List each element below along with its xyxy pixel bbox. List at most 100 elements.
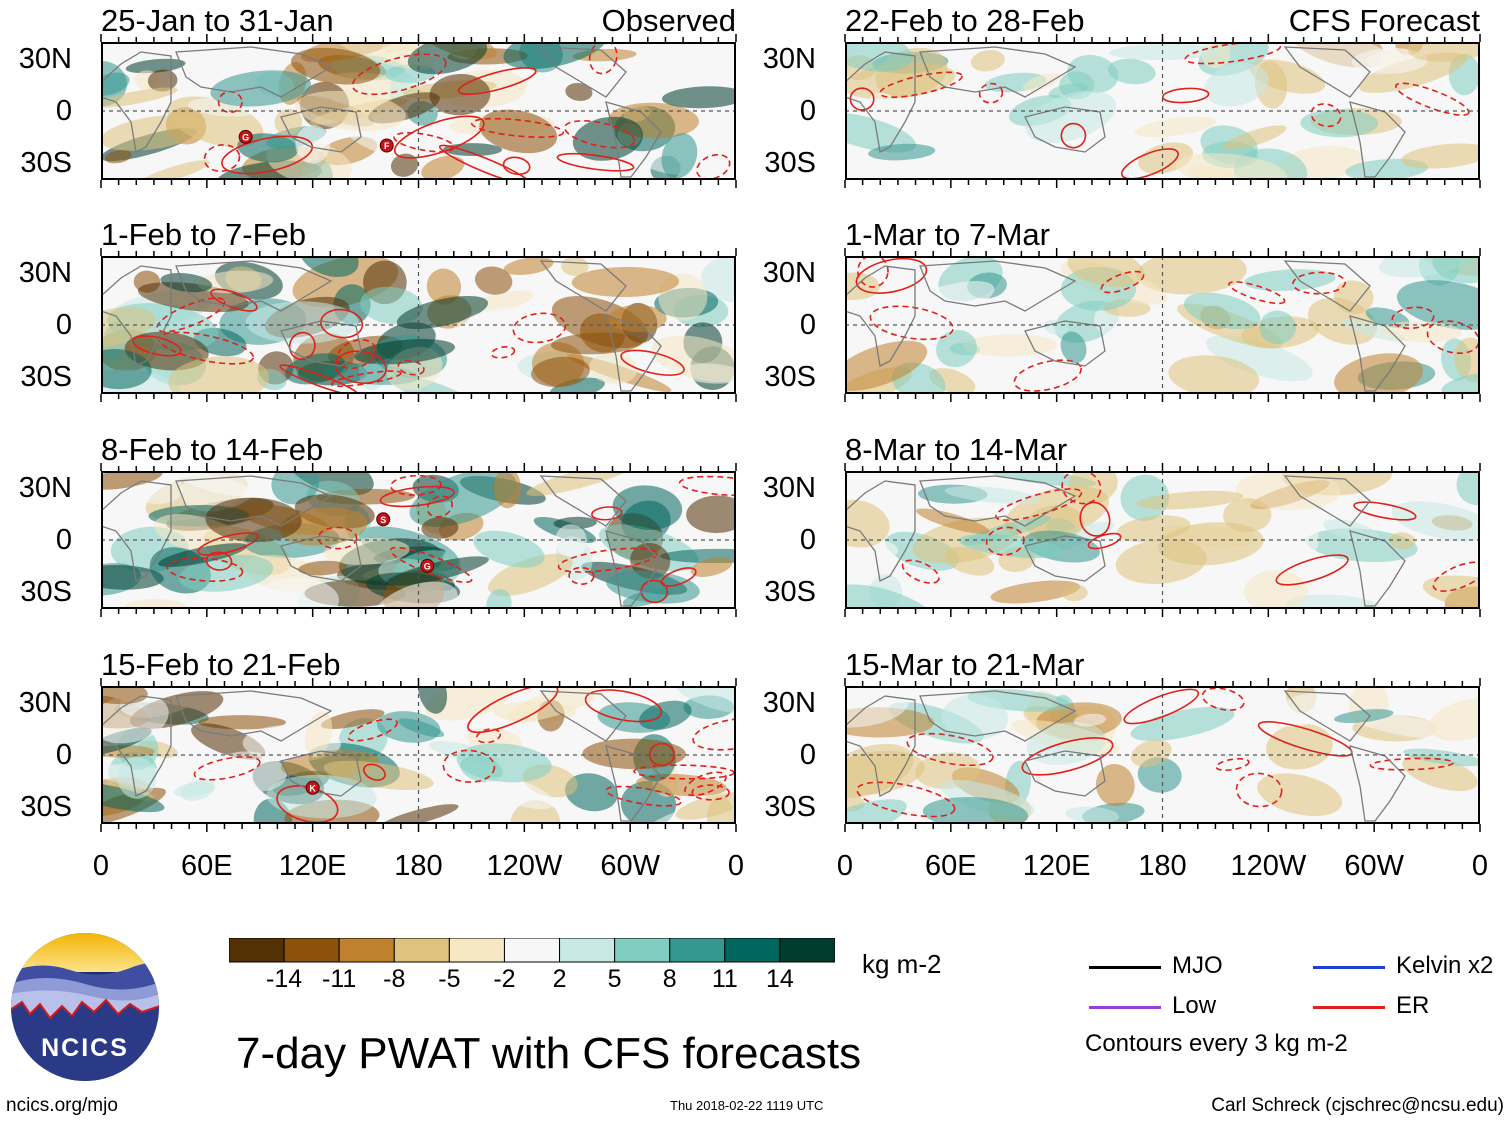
footer-timestamp: Thu 2018-02-22 1119 UTC — [670, 1098, 824, 1113]
observed-panel-2-coast-3 — [539, 260, 627, 312]
observed-panel-2-ytick-1: 0 — [55, 309, 72, 341]
observed-panel-4-coast-0 — [103, 695, 172, 797]
colorbar — [229, 938, 835, 963]
observed-xtick-4: 120W — [486, 850, 563, 882]
colorbar-swatch-4 — [448, 938, 505, 963]
forecast-panel-2-ytick-1: 0 — [799, 309, 816, 341]
observed-panel-4-ytick-2: 30S — [20, 790, 72, 823]
observed-panel-4-coast-3 — [539, 690, 627, 742]
observed-panel-3-coast-0 — [103, 480, 172, 582]
observed-xtick-6: 0 — [727, 850, 745, 882]
forecast-panel-2-coast-1 — [919, 260, 1077, 312]
forecast-panel-3-coast-0 — [847, 480, 916, 582]
observed-panel-4-field: K — [103, 688, 734, 822]
colorbar-swatch-10 — [779, 938, 835, 963]
legend-label-0: MJO — [1172, 952, 1223, 979]
mountain-logo-icon — [11, 933, 159, 1081]
observed-xtick-0: 0 — [92, 850, 110, 882]
observed-panel-4-ticks — [100, 678, 737, 832]
forecast-panel-4-coast-4 — [1349, 745, 1406, 822]
observed-panel-1-coast-0 — [103, 51, 172, 153]
colorbar-label-6: 5 — [607, 965, 622, 993]
forecast-panel-2-title: 1-Mar to 7-Mar — [845, 217, 1050, 252]
forecast-xtick-3: 180 — [1138, 850, 1187, 882]
footer-credit: Carl Schreck (cjschrec@ncsu.edu) — [1211, 1095, 1504, 1116]
forecast-panel-3-coast-1 — [919, 475, 1077, 527]
legend-label-1: Kelvin x2 — [1396, 952, 1494, 979]
observed-panel-4-title: 15-Feb to 21-Feb — [101, 647, 341, 682]
forecast-panel-2-field — [847, 258, 1478, 392]
observed-panel-3-storm-label-1: G — [424, 561, 431, 571]
forecast-xtick-1: 60E — [925, 850, 977, 882]
colorbar-label-4: -2 — [493, 965, 516, 993]
logo-text: NCICS — [41, 1034, 129, 1062]
legend-line-er — [1313, 1006, 1385, 1009]
forecast-panel-4-ticks — [844, 678, 1481, 832]
observed-panel-4-ytick-1: 0 — [55, 739, 72, 771]
forecast-panel-4-map — [845, 686, 1480, 824]
forecast-panel-4-ytick-0: 30N — [762, 687, 816, 720]
colorbar-swatch-9 — [724, 938, 781, 963]
observed-panel-3-storm-label-0: S — [380, 515, 386, 525]
forecast-panel-1-map — [845, 42, 1480, 180]
forecast-panel-1-ytick-0: 30N — [762, 43, 816, 76]
forecast-panel-2-coast-3 — [1283, 260, 1371, 312]
forecast-header: CFS Forecast — [1288, 3, 1480, 38]
observed-panel-2-coast-1 — [175, 260, 333, 312]
observed-panel-4-coast-1 — [175, 690, 333, 742]
forecast-panel-4-title: 15-Mar to 21-Mar — [845, 647, 1085, 682]
forecast-panel-4-field — [847, 688, 1478, 822]
observed-panel-2-title: 1-Feb to 7-Feb — [101, 217, 307, 252]
forecast-panel-1-title: 22-Feb to 28-Feb — [845, 3, 1085, 38]
forecast-panel-1-ticks — [844, 34, 1481, 188]
observed-xtick-5: 60W — [600, 850, 660, 882]
forecast-xtick-5: 60W — [1344, 850, 1404, 882]
observed-panel-3-coast-2 — [280, 535, 362, 582]
observed-panel-1-coast-2 — [280, 106, 362, 153]
observed-panel-2-ytick-0: 30N — [18, 257, 72, 290]
observed-panel-3-ytick-2: 30S — [20, 575, 72, 608]
forecast-panel-1-coast-4 — [1349, 101, 1406, 178]
observed-panel-3-title: 8-Feb to 14-Feb — [101, 432, 324, 467]
forecast-panel-3-ytick-1: 0 — [799, 524, 816, 556]
forecast-panel-3-ticks — [844, 463, 1481, 617]
contour-note: Contours every 3 kg m-2 — [1085, 1030, 1348, 1057]
observed-panel-4-storm-0: K — [305, 780, 320, 795]
observed-panel-1-coast-4 — [605, 101, 662, 178]
colorbar-label-5: 2 — [552, 965, 567, 993]
forecast-panel-1-coast-2 — [1024, 106, 1106, 153]
forecast-panel-4-ytick-2: 30S — [764, 790, 816, 823]
observed-panel-2-coast-4 — [605, 315, 662, 392]
colorbar-label-3: -5 — [438, 965, 461, 993]
forecast-panel-1-field — [847, 44, 1478, 178]
colorbar-label-9: 14 — [766, 965, 794, 993]
colorbar-swatch-8 — [669, 938, 726, 963]
legend-label-2: Low — [1172, 992, 1217, 1019]
colorbar-swatch-6 — [559, 938, 616, 963]
forecast-panel-4-coast-0 — [847, 695, 916, 797]
forecast-panel-2-ytick-2: 30S — [764, 360, 816, 393]
observed-panel-2-map — [101, 256, 736, 394]
observed-panel-4-coast-2 — [280, 750, 362, 797]
observed-panel-3-ytick-0: 30N — [18, 472, 72, 505]
legend-line-mjo — [1089, 966, 1161, 969]
observed-panel-1-ytick-1: 0 — [55, 95, 72, 127]
observed-xtick-3: 180 — [394, 850, 443, 882]
observed-header: Observed — [601, 3, 736, 38]
forecast-panel-1-ytick-2: 30S — [764, 146, 816, 179]
observed-xtick-1: 60E — [181, 850, 233, 882]
units-label: kg m-2 — [862, 949, 942, 979]
forecast-panel-4-ytick-1: 0 — [799, 739, 816, 771]
forecast-panel-2-map — [845, 256, 1480, 394]
observed-panel-2-ticks — [100, 248, 737, 402]
colorbar-swatch-2 — [338, 938, 395, 963]
colorbar-label-7: 8 — [662, 965, 677, 993]
forecast-panel-1-coast-1 — [919, 46, 1077, 98]
observed-panel-1-title: 25-Jan to 31-Jan — [101, 3, 334, 38]
forecast-xtick-6: 0 — [1471, 850, 1489, 882]
observed-panel-2-ytick-2: 30S — [20, 360, 72, 393]
observed-xtick-2: 120E — [278, 850, 347, 882]
forecast-panel-3-field — [847, 473, 1478, 607]
